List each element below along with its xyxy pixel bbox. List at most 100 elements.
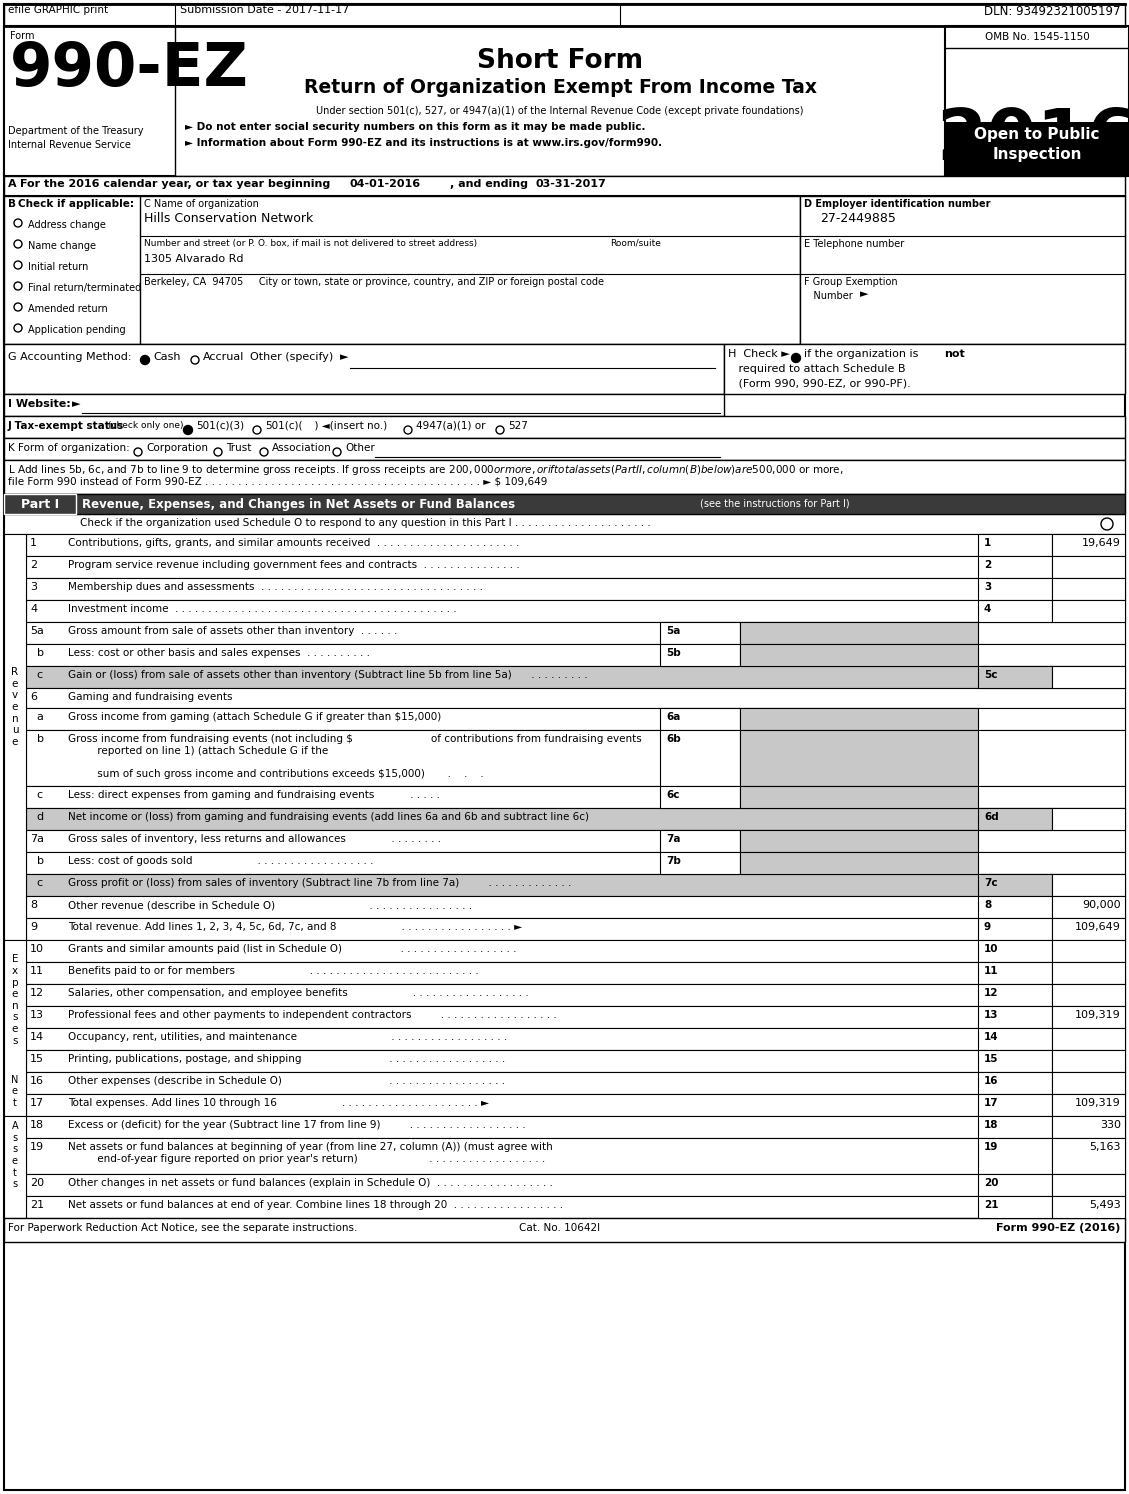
Text: Membership dues and assessments  . . . . . . . . . . . . . . . . . . . . . . . .: Membership dues and assessments . . . . …	[68, 583, 483, 592]
Text: Gross income from gaming (attach Schedule G if greater than $15,000): Gross income from gaming (attach Schedul…	[68, 713, 441, 722]
Text: Initial return: Initial return	[28, 261, 88, 272]
Text: 21: 21	[30, 1200, 44, 1210]
Text: Other: Other	[345, 444, 375, 453]
Bar	[978, 556, 1052, 578]
Text: ►: ►	[340, 353, 349, 362]
Text: 2: 2	[984, 560, 991, 571]
Text: Short Form: Short Form	[476, 48, 644, 75]
Bar	[26, 874, 1124, 896]
Text: b: b	[30, 856, 44, 867]
Bar	[26, 533, 1124, 556]
Text: Corporation: Corporation	[146, 444, 208, 453]
Text: 03-31-2017: 03-31-2017	[535, 179, 606, 190]
Text: E Telephone number: E Telephone number	[804, 239, 904, 249]
Bar	[5, 196, 1124, 344]
Bar	[1052, 533, 1124, 556]
Bar	[26, 601, 1124, 622]
Text: 20: 20	[984, 1177, 998, 1188]
Text: Gross profit or (loss) from sales of inventory (Subtract line 7b from line 7a)  : Gross profit or (loss) from sales of inv…	[68, 878, 571, 887]
Text: D Employer identification number: D Employer identification number	[804, 199, 990, 209]
Text: 3: 3	[984, 583, 991, 592]
Bar	[1052, 601, 1124, 622]
Bar	[26, 896, 1124, 917]
Text: Internal Revenue Service: Internal Revenue Service	[8, 140, 131, 149]
Text: Net income or (loss) from gaming and fundraising events (add lines 6a and 6b and: Net income or (loss) from gaming and fun…	[68, 813, 589, 822]
Text: B: B	[8, 199, 16, 209]
Text: 16: 16	[30, 1076, 44, 1086]
Text: Berkeley, CA  94705     City or town, state or province, country, and ZIP or for: Berkeley, CA 94705 City or town, state o…	[145, 276, 604, 287]
Bar	[978, 1138, 1052, 1174]
Bar	[26, 1094, 1124, 1116]
Text: Total expenses. Add lines 10 through 16                    . . . . . . . . . . .: Total expenses. Add lines 10 through 16 …	[68, 1098, 489, 1109]
Text: Address change: Address change	[28, 220, 106, 230]
Text: 27-2449885: 27-2449885	[820, 212, 896, 226]
Bar	[26, 1138, 1124, 1174]
Bar	[739, 852, 978, 874]
Bar	[26, 808, 1124, 831]
Bar	[978, 1174, 1052, 1197]
Bar	[26, 1028, 1124, 1050]
Bar	[26, 578, 1124, 601]
Text: Check if the organization used Schedule O to respond to any question in this Par: Check if the organization used Schedule …	[80, 518, 650, 527]
Bar	[1052, 1116, 1124, 1138]
Bar	[800, 196, 1124, 344]
Text: c: c	[30, 790, 43, 799]
Text: ► Information about Form 990-EZ and its instructions is at www.irs.gov/form990.: ► Information about Form 990-EZ and its …	[185, 137, 662, 148]
Text: 13: 13	[984, 1010, 998, 1020]
Text: 10: 10	[984, 944, 998, 955]
Bar	[739, 708, 978, 731]
Text: 6c: 6c	[666, 790, 680, 799]
Text: 109,319: 109,319	[1075, 1098, 1121, 1109]
Bar	[26, 985, 1124, 1005]
Text: Professional fees and other payments to independent contractors         . . . . : Professional fees and other payments to …	[68, 1010, 557, 1020]
Text: c: c	[30, 878, 43, 887]
Bar	[1052, 1138, 1124, 1174]
Text: 11: 11	[30, 967, 44, 976]
Text: 330: 330	[1100, 1120, 1121, 1129]
Bar	[1052, 1094, 1124, 1116]
Bar	[978, 1094, 1052, 1116]
Text: Gross amount from sale of assets other than inventory  . . . . . .: Gross amount from sale of assets other t…	[68, 626, 397, 636]
Bar	[26, 1116, 1124, 1138]
Bar	[978, 874, 1052, 896]
Bar	[26, 1073, 1124, 1094]
Text: Contributions, gifts, grants, and similar amounts received  . . . . . . . . . . : Contributions, gifts, grants, and simila…	[68, 538, 519, 548]
Text: 12: 12	[30, 988, 44, 998]
Text: Cash: Cash	[154, 353, 181, 362]
Text: Printing, publications, postage, and shipping                           . . . . : Printing, publications, postage, and shi…	[68, 1053, 506, 1064]
Bar	[26, 708, 1124, 731]
Bar	[978, 917, 1052, 940]
Text: Other changes in net assets or fund balances (explain in Schedule O)  . . . . . : Other changes in net assets or fund bala…	[68, 1177, 553, 1188]
Text: 7b: 7b	[666, 856, 681, 867]
Text: ►: ►	[72, 399, 80, 409]
Text: (Form 990, 990-EZ, or 990-PF).: (Form 990, 990-EZ, or 990-PF).	[728, 378, 911, 388]
Text: Cat. No. 10642I: Cat. No. 10642I	[519, 1224, 601, 1233]
Bar	[1052, 1005, 1124, 1028]
Bar	[739, 786, 978, 808]
Text: 20: 20	[30, 1177, 44, 1188]
Bar	[5, 514, 1124, 533]
Text: 5a: 5a	[30, 626, 44, 636]
Bar	[26, 1005, 1124, 1028]
Text: 5b: 5b	[666, 648, 681, 657]
Bar	[660, 731, 739, 786]
Text: 6d: 6d	[984, 813, 999, 822]
Text: Form 990-EZ (2016): Form 990-EZ (2016)	[996, 1224, 1120, 1233]
Bar	[26, 940, 1124, 962]
Text: 6: 6	[30, 692, 37, 702]
Bar	[978, 896, 1052, 917]
Bar	[978, 666, 1052, 689]
Bar	[978, 1197, 1052, 1218]
Text: 4: 4	[30, 604, 37, 614]
Bar	[26, 666, 1124, 689]
Bar	[26, 852, 1124, 874]
Text: required to attach Schedule B: required to attach Schedule B	[728, 365, 905, 374]
Text: 19,649: 19,649	[1082, 538, 1121, 548]
Text: 17: 17	[30, 1098, 44, 1109]
Text: Hills Conservation Network: Hills Conservation Network	[145, 212, 313, 226]
Text: c: c	[30, 669, 43, 680]
Text: 14: 14	[984, 1032, 999, 1041]
Text: Other (specify): Other (specify)	[250, 353, 333, 362]
Text: Less: cost of goods sold                    . . . . . . . . . . . . . . . . . .: Less: cost of goods sold . . . . . . . .…	[68, 856, 374, 867]
Text: Department of the Treasury: Department of the Treasury	[8, 125, 143, 136]
